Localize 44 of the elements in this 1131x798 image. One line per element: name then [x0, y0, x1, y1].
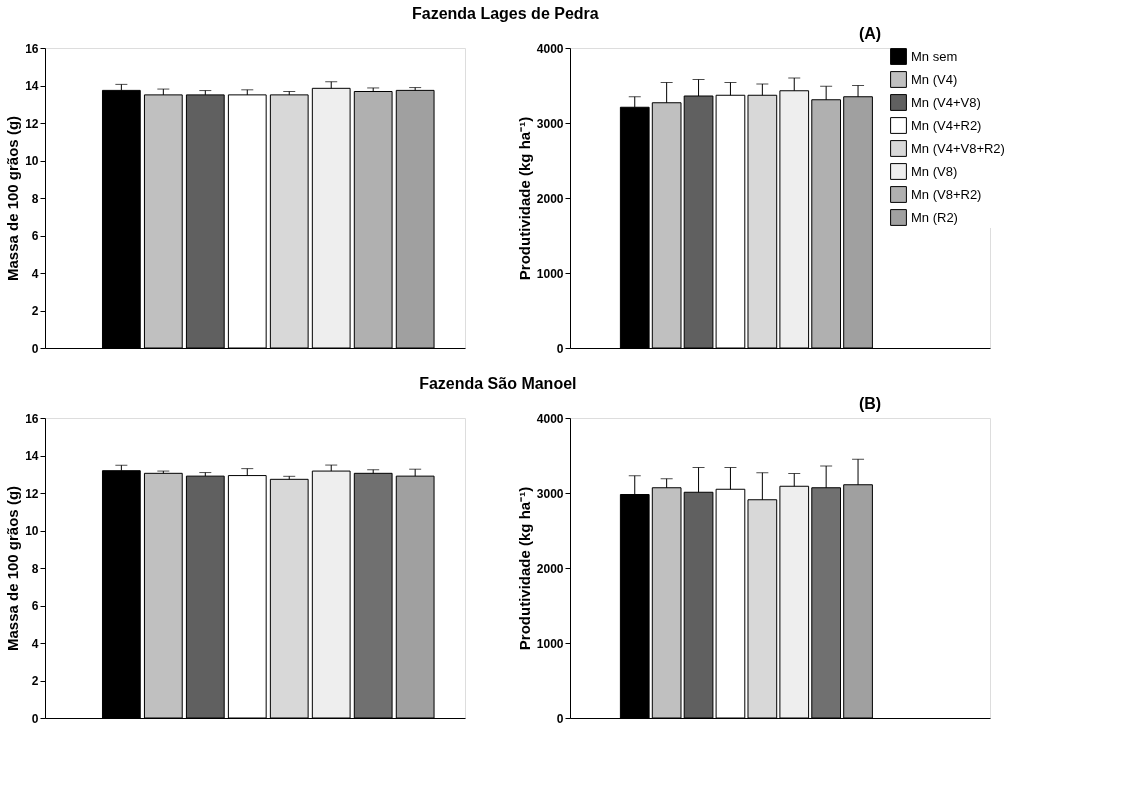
- y-tick-label: 2000: [536, 561, 564, 576]
- text: Fazenda São Manoel: [419, 374, 577, 392]
- y-axis-title: Massa de 100 grãos (g): [4, 485, 22, 652]
- legend-label: Mn (R2): [911, 209, 958, 225]
- y-tick-label: 2: [31, 304, 39, 318]
- y-tick-label: 4: [31, 266, 39, 281]
- y-tick-label: 10: [25, 154, 39, 168]
- y-tick-label: 16: [25, 411, 39, 426]
- legend-label: Mn (V4): [911, 71, 958, 87]
- y-tick-label: 12: [25, 486, 39, 501]
- y-tick-label: 0: [556, 711, 564, 726]
- text: (B): [858, 395, 882, 412]
- y-tick-label: 14: [25, 449, 39, 463]
- legend-label: Mn (V8): [911, 163, 958, 179]
- y-tick-label: 8: [31, 191, 39, 206]
- y-tick-label: 12: [25, 116, 39, 131]
- y-tick-label: 6: [31, 599, 39, 613]
- y-tick-label: 4000: [536, 41, 564, 56]
- y-tick-label: 1000: [536, 266, 564, 281]
- legend-label: Mn (V4+V8): [911, 94, 981, 110]
- legend-label: Mn (V8+R2): [911, 186, 982, 202]
- y-axis-title: Produtividade (kg ha⁻¹): [515, 116, 533, 281]
- y-tick-label: 1000: [536, 636, 564, 651]
- y-tick-label: 16: [25, 41, 39, 56]
- y-tick-label: 14: [25, 79, 39, 93]
- y-tick-label: 4: [31, 636, 39, 651]
- legend-label: Mn (V4+R2): [911, 117, 982, 133]
- y-tick-label: 0: [31, 711, 39, 726]
- y-tick-label: 2000: [536, 191, 564, 206]
- y-axis-title: Produtividade (kg ha⁻¹): [515, 486, 533, 651]
- y-tick-label: 3000: [536, 116, 564, 131]
- legend-label: Mn sem: [911, 48, 958, 64]
- y-tick-label: 0: [556, 341, 564, 356]
- y-tick-label: 3000: [536, 486, 564, 501]
- y-tick-label: 6: [31, 229, 39, 243]
- y-axis-title: Massa de 100 grãos (g): [4, 115, 22, 282]
- y-tick-label: 10: [25, 524, 39, 538]
- text: (A): [858, 25, 882, 42]
- text: Fazenda Lages de Pedra: [411, 4, 599, 22]
- y-tick-label: 4000: [536, 411, 564, 426]
- legend-label: Mn (V4+V8+R2): [911, 140, 1005, 156]
- y-tick-label: 2: [31, 674, 39, 688]
- y-tick-label: 0: [31, 341, 39, 356]
- y-tick-label: 8: [31, 561, 39, 576]
